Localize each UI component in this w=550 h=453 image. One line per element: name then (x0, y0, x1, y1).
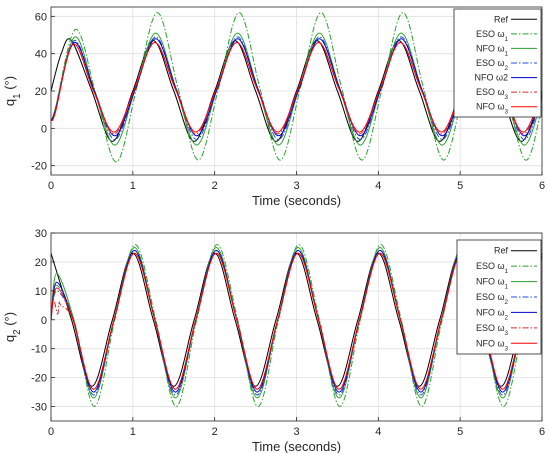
legend-label-3-sub: 1 (504, 283, 508, 290)
legend-label-2-base: ESO ω (476, 261, 505, 271)
legend-label-7: NFO ω3 (476, 338, 509, 352)
x-tick-label: 4 (375, 180, 381, 192)
y-axis-label-unit: (°) (2, 312, 17, 329)
y-tick-label: 0 (41, 315, 47, 327)
legend-label-3-base: NFO ω (476, 277, 505, 287)
legend-label-2: ESO ω1 (476, 261, 509, 275)
y-axis-label-base: q (2, 99, 17, 106)
legend-label-7-sub: 3 (504, 108, 508, 115)
legend-label-5: NFO ω2 (476, 307, 509, 321)
y-tick-label: 30 (35, 228, 47, 240)
y-axis-label-sub: 1 (12, 93, 23, 98)
legend-label-1-base: Ref (494, 14, 509, 24)
legend-label-2-sub: 1 (504, 268, 508, 275)
legend-label-2-sub: 1 (504, 35, 508, 42)
x-tick-label: 6 (539, 180, 545, 192)
x-tick-label: 5 (457, 426, 463, 438)
y-tick-label: 60 (35, 11, 47, 23)
y-tick-label: -20 (31, 161, 47, 173)
legend-label-5: NFO ω2 (474, 73, 508, 83)
x-tick-label: 6 (539, 426, 545, 438)
x-axis-label: Time (seconds) (252, 193, 341, 208)
chart-panel-q2: 0 1 2 3 4 5 6 -30 -20 -10 0 10 20 30 Time (seconds) q2 … (2, 228, 545, 453)
y-tick-label: 20 (35, 86, 47, 98)
x-tick-label: 4 (375, 426, 381, 438)
legend-label-3-base: NFO ω (476, 43, 505, 53)
legend-label-3-sub: 1 (504, 50, 508, 57)
y-axis-label-sub: 2 (12, 329, 23, 334)
y-tick-label: -10 (31, 344, 47, 356)
legend-label-4-base: ESO ω (476, 58, 505, 68)
x-tick-label: 1 (130, 180, 136, 192)
x-tick-label: 2 (212, 180, 218, 192)
y-axis-label-unit: (°) (2, 76, 17, 93)
y-tick-label: 40 (35, 49, 47, 61)
x-tick-label: 3 (293, 426, 299, 438)
x-tick-label: 3 (293, 180, 299, 192)
legend-label-6-sub: 3 (504, 94, 508, 101)
legend-label-4-sub: 2 (504, 299, 508, 306)
legend-label-4: ESO ω2 (476, 292, 509, 306)
legend-label-6-base: ESO ω (476, 87, 505, 97)
legend-label-3: NFO ω1 (476, 277, 509, 291)
legend-label-6-sub: 3 (504, 329, 508, 336)
legend-label-4-sub: 2 (504, 65, 508, 72)
legend-label-4-base: ESO ω (476, 292, 505, 302)
legend-label-2: ESO ω1 (476, 29, 509, 43)
legend-label-6-base: ESO ω (476, 323, 505, 333)
y-tick-label: 10 (35, 286, 47, 298)
legend-label-6: ESO ω3 (476, 87, 509, 101)
legend-label-4: ESO ω2 (476, 58, 509, 72)
x-tick-label: 2 (212, 426, 218, 438)
legend-label-1: Ref (494, 14, 509, 24)
legend-label-5-sub: 2 (504, 314, 508, 321)
y-tick-label: 20 (35, 257, 47, 269)
x-axis-label: Time (seconds) (252, 439, 341, 453)
legend-label-6: ESO ω3 (476, 323, 509, 337)
legend-label-1: Ref (494, 246, 509, 256)
legend-label-2-base: ESO ω (476, 29, 505, 39)
x-tick-label: 0 (48, 180, 54, 192)
legend-label-5-base: NFO ω2 (474, 73, 508, 83)
y-tick-label: -30 (31, 402, 47, 414)
x-tick-label: 1 (130, 426, 136, 438)
legend-label-7-sub: 3 (504, 345, 508, 352)
y-axis-label: q1 (°) (2, 76, 23, 106)
legend-label-3: NFO ω1 (476, 43, 509, 57)
legend-label-7-base: NFO ω (476, 102, 505, 112)
y-tick-label: -20 (31, 373, 47, 385)
legend-label-7-base: NFO ω (476, 338, 505, 348)
legend-label-5-base: NFO ω (476, 307, 505, 317)
y-axis-label-base: q (2, 335, 17, 342)
y-tick-label: 0 (41, 123, 47, 135)
x-tick-label: 5 (457, 180, 463, 192)
legend-label-1-base: Ref (494, 246, 509, 256)
legend-label-7: NFO ω3 (476, 102, 509, 116)
y-axis-label: q2 (°) (2, 312, 23, 342)
x-tick-label: 0 (48, 426, 54, 438)
